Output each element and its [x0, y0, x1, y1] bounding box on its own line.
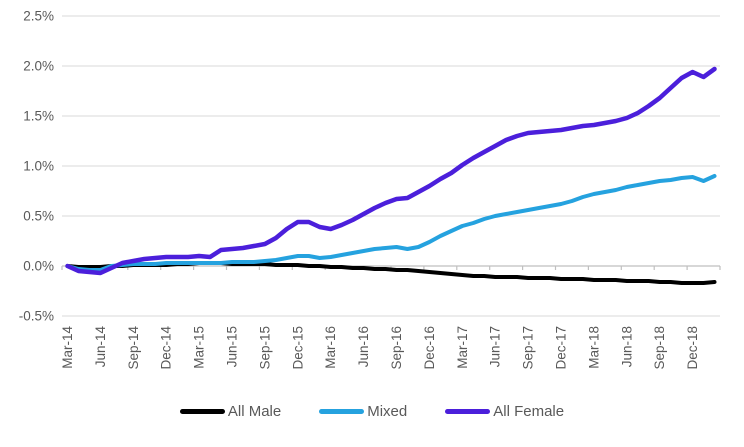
gridlines	[62, 15, 720, 317]
x-axis-label: Jun-14	[93, 326, 108, 368]
legend-swatch-all-male-icon	[179, 409, 225, 414]
legend-swatch-all-female-icon	[445, 409, 491, 414]
x-axis-labels: Mar-14 Jun-14 Sep-14 Dec-14 Mar-15 Jun-15 Sep-…	[60, 326, 700, 370]
series-line-all-female	[65, 66, 717, 276]
x-axis-label: Sep-15	[257, 326, 272, 370]
x-axis-label: Jun-18	[619, 326, 634, 367]
x-axis-label: Mar-14	[60, 326, 75, 369]
x-axis-label: Dec-18	[685, 326, 700, 370]
x-axis-label: Jun-15	[224, 326, 239, 367]
x-axis-label: Mar-18	[586, 326, 601, 369]
legend-label: Mixed	[367, 403, 408, 420]
x-axis-label: Mar-17	[455, 326, 470, 369]
x-axis-label: Jun-17	[488, 326, 503, 367]
legend-item-all-female: All Female	[445, 403, 564, 420]
legend-label: All Male	[227, 403, 282, 420]
x-axis-label: Jun-16	[356, 326, 371, 367]
x-axis-label: Sep-14	[126, 326, 141, 370]
y-axis-labels: 2.5% 2.0% 1.5% 1.0% 0.5% 0.0% -0.5%	[19, 9, 54, 324]
x-axis-label: Dec-14	[159, 326, 174, 370]
x-axis-label: Mar-16	[323, 326, 338, 369]
y-axis-label: -0.5%	[19, 309, 54, 324]
y-axis-label: 1.0%	[23, 159, 54, 174]
chart-legend: All Male Mixed All Female	[0, 403, 744, 420]
legend-item-all-male: All Male	[179, 403, 282, 420]
y-axis-label: 0.5%	[23, 209, 54, 224]
x-axis-label: Sep-18	[652, 326, 667, 370]
x-axis-label: Sep-16	[389, 326, 404, 370]
legend-item-mixed: Mixed	[319, 403, 407, 420]
x-axis-label: Sep-17	[521, 326, 536, 370]
series-line-mixed	[65, 174, 717, 272]
y-axis-label: 0.0%	[23, 259, 54, 274]
x-axis-label: Dec-17	[553, 326, 568, 370]
y-axis-label: 2.0%	[23, 59, 54, 74]
legend-swatch-mixed-icon	[319, 409, 365, 414]
y-axis-label: 2.5%	[23, 9, 54, 24]
series-lines	[65, 66, 717, 285]
y-axis-label: 1.5%	[23, 109, 54, 124]
x-axis-label: Dec-15	[290, 326, 305, 370]
legend-label: All Female	[493, 403, 565, 420]
x-axis-label: Dec-16	[422, 326, 437, 370]
x-axis-label: Mar-15	[192, 326, 207, 369]
